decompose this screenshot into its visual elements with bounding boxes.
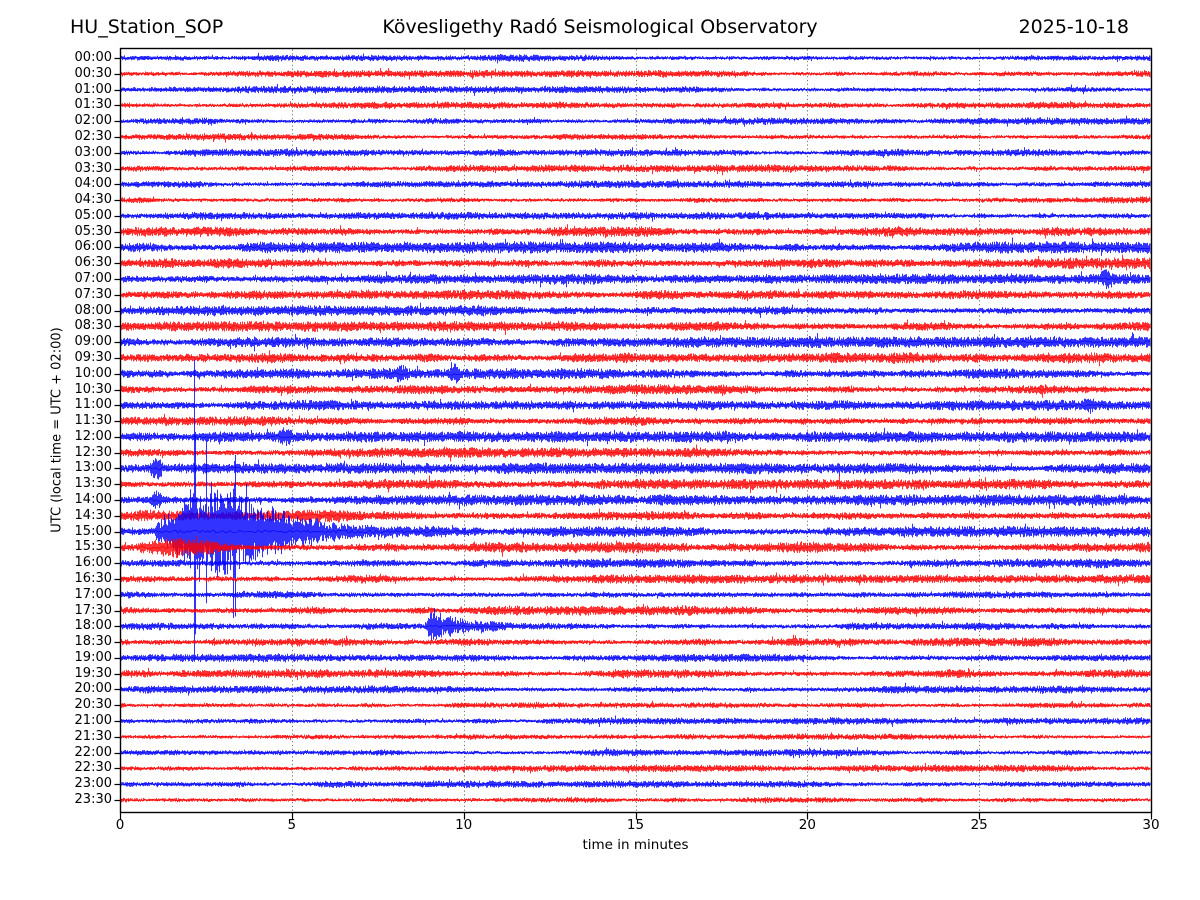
x-tick-label: 15 <box>626 817 645 833</box>
y-tick-label: 09:00 <box>74 334 112 350</box>
station-title: HU_Station_SOP <box>70 16 224 38</box>
y-tick-label: 14:00 <box>74 492 112 508</box>
y-tick-label: 01:30 <box>74 97 112 113</box>
y-tick-label: 01:00 <box>74 81 112 97</box>
y-tick-label: 18:30 <box>74 634 112 650</box>
y-tick-label: 17:30 <box>74 602 112 618</box>
x-tick-label: 0 <box>115 817 125 833</box>
y-tick-label: 18:00 <box>74 618 112 634</box>
y-tick-label: 19:30 <box>74 665 112 681</box>
y-tick-label: 00:30 <box>74 65 112 81</box>
y-tick-label: 20:30 <box>74 697 112 713</box>
x-tick-label: 10 <box>455 817 473 833</box>
x-tick-label: 25 <box>970 817 988 833</box>
y-tick-label: 06:30 <box>74 255 112 271</box>
observatory-title: Kövesligethy Radó Seismological Observat… <box>382 16 818 38</box>
y-tick-label: 04:30 <box>74 192 112 208</box>
y-tick-label: 03:30 <box>74 160 112 176</box>
y-tick-label: 13:00 <box>74 460 112 476</box>
x-tick-label: 30 <box>1142 817 1160 833</box>
y-tick-label: 23:00 <box>74 776 112 792</box>
x-tick-label: 20 <box>798 817 816 833</box>
y-tick-label: 21:30 <box>74 728 112 744</box>
y-tick-label: 12:00 <box>74 428 112 444</box>
y-tick-label: 04:00 <box>74 176 112 192</box>
y-tick-label: 19:00 <box>74 649 112 665</box>
y-tick-label: 07:30 <box>74 286 112 302</box>
y-tick-label: 03:00 <box>74 144 112 160</box>
y-tick-label: 15:30 <box>74 539 112 555</box>
y-tick-label: 08:00 <box>74 302 112 318</box>
y-tick-label: 09:30 <box>74 349 112 365</box>
y-tick-label: 07:00 <box>74 271 112 287</box>
y-tick-label: 11:00 <box>74 397 112 413</box>
x-axis-label: time in minutes <box>582 837 689 853</box>
y-tick-label: 10:00 <box>74 365 112 381</box>
y-tick-label: 20:00 <box>74 681 112 697</box>
y-tick-label: 16:00 <box>74 555 112 571</box>
y-tick-label: 14:30 <box>74 507 112 523</box>
y-tick-label: 08:30 <box>74 318 112 334</box>
y-tick-label: 00:00 <box>74 50 112 65</box>
y-tick-label: 17:00 <box>74 586 112 602</box>
y-tick-label: 12:30 <box>74 444 112 460</box>
y-tick-label: 23:30 <box>74 792 112 807</box>
y-tick-label: 06:00 <box>74 239 112 255</box>
y-tick-label: 02:00 <box>74 113 112 129</box>
y-tick-label: 11:30 <box>74 413 112 429</box>
y-tick-label: 05:30 <box>74 223 112 239</box>
y-tick-label: 16:30 <box>74 570 112 586</box>
y-tick-label: 13:30 <box>74 476 112 492</box>
x-tick-label: 5 <box>287 817 297 833</box>
y-tick-label: 22:30 <box>74 760 112 776</box>
y-tick-label: 15:00 <box>74 523 112 539</box>
y-tick-label: 10:30 <box>74 381 112 397</box>
y-tick-label: 21:00 <box>74 713 112 729</box>
y-tick-label: 02:30 <box>74 128 112 144</box>
date-title: 2025-10-18 <box>1018 16 1129 38</box>
y-tick-label: 05:00 <box>74 207 112 223</box>
y-tick-label: 22:00 <box>74 744 112 760</box>
